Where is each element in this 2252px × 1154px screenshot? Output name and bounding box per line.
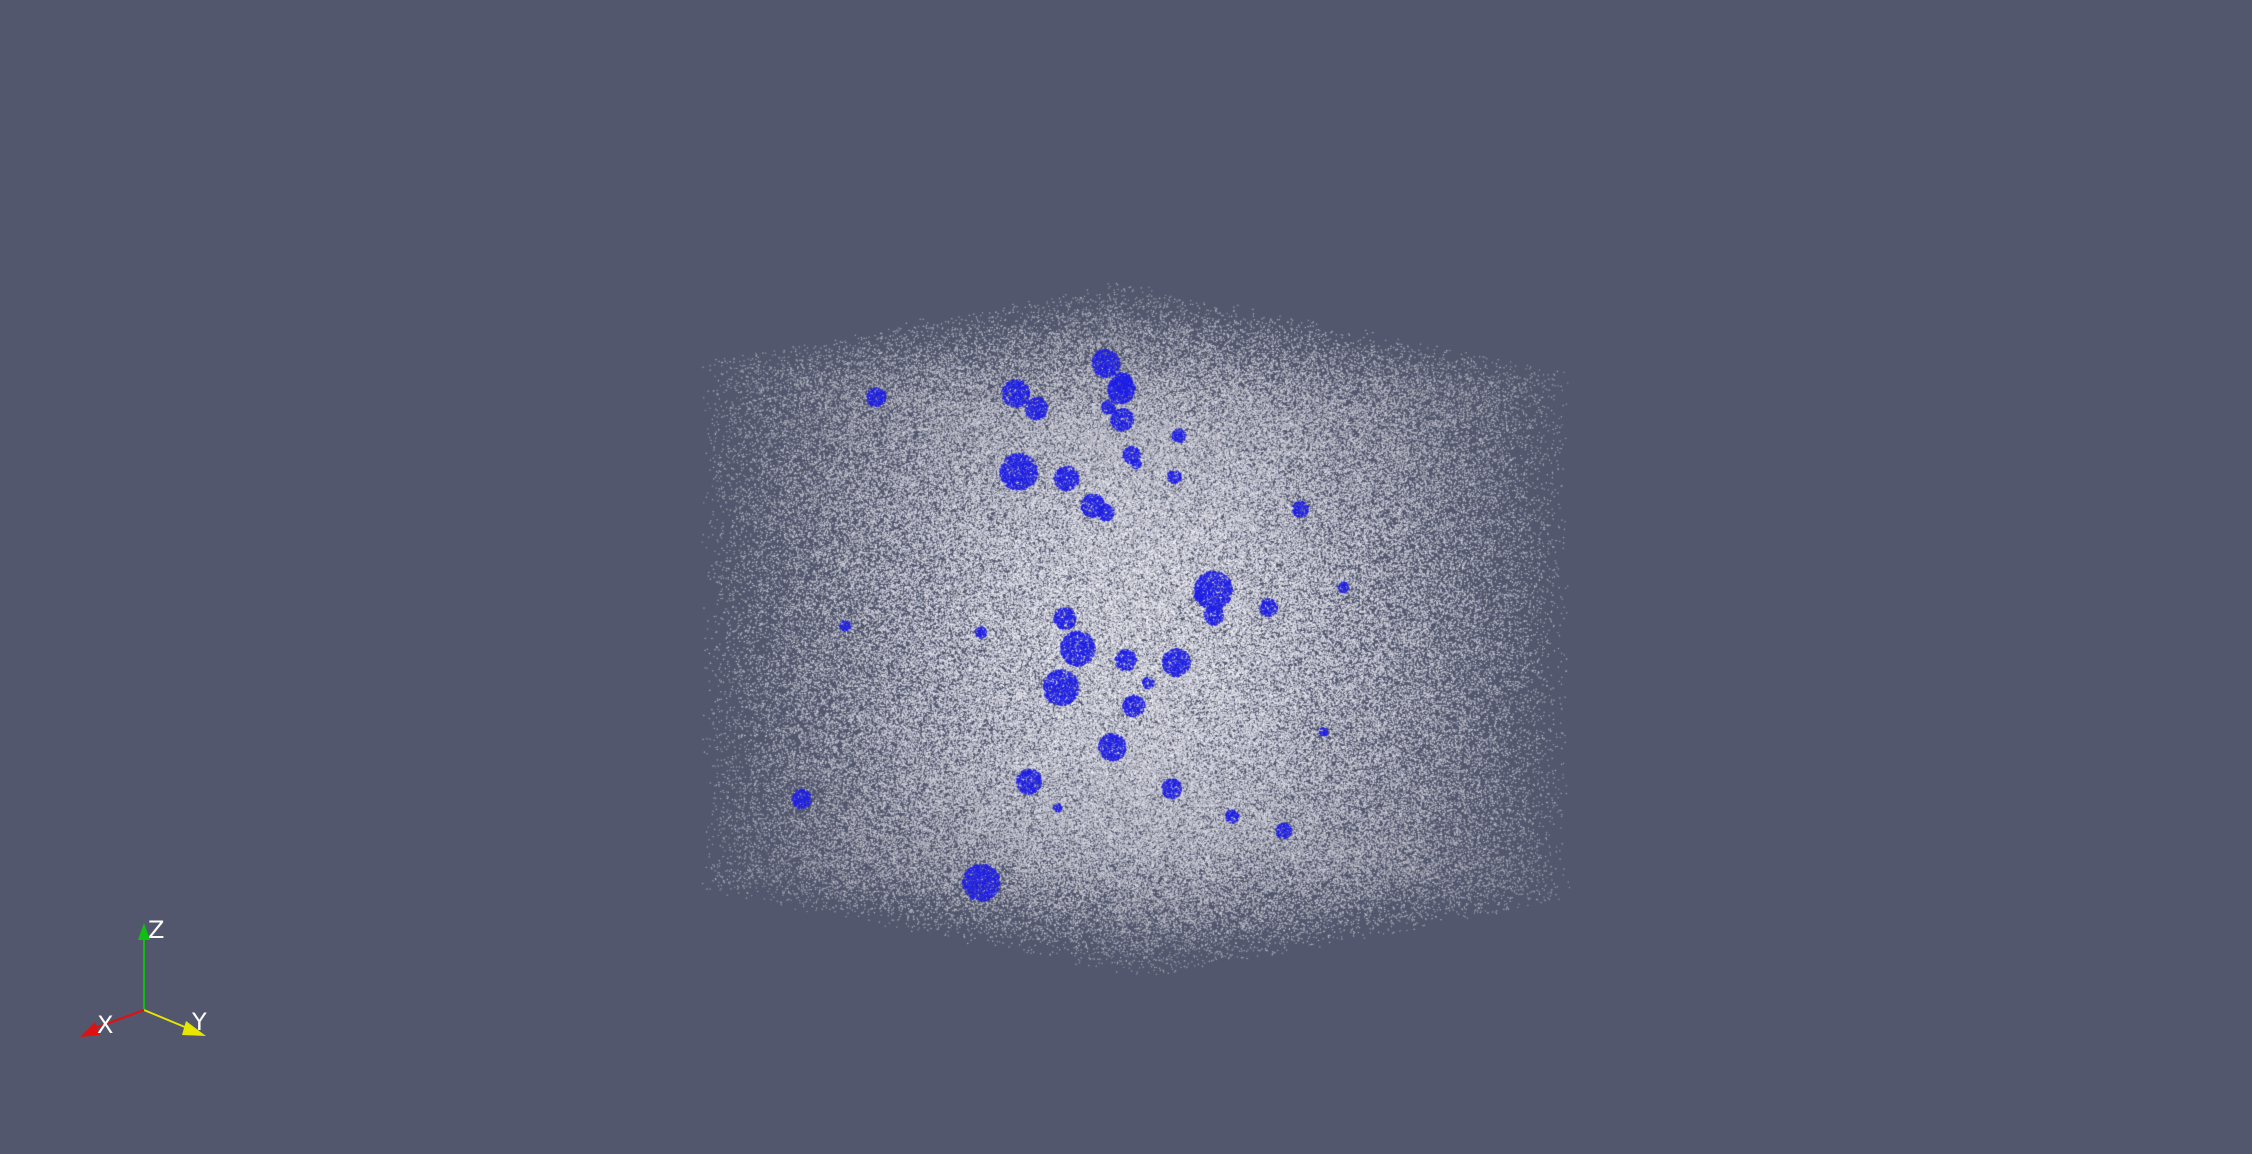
z-axis-label: Z — [148, 916, 164, 944]
x-axis-label: X — [97, 1011, 113, 1039]
y-axis-label: Y — [191, 1008, 207, 1036]
orientation-axes-widget: Z Y X — [60, 915, 260, 1065]
